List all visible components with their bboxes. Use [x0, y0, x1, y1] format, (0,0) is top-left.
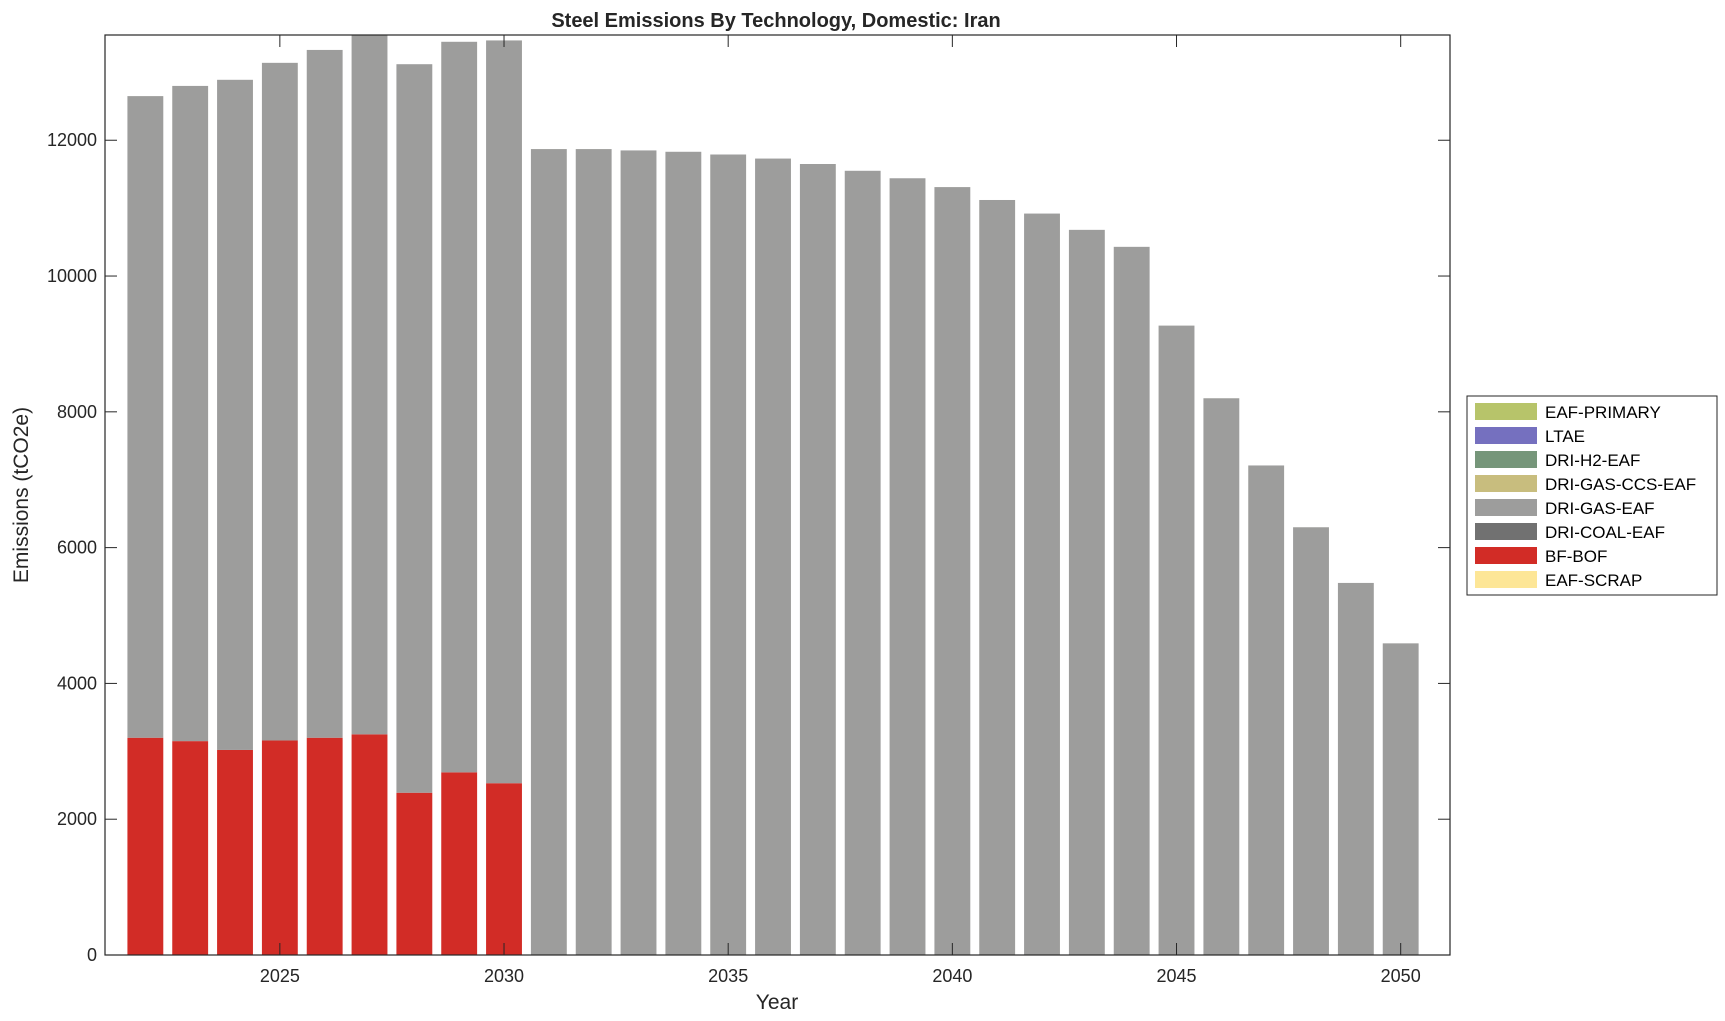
bar-dri-gas-eaf-2026 — [306, 49, 343, 738]
x-tick-label: 2035 — [708, 966, 748, 986]
bar-dri-gas-eaf-2046 — [1203, 398, 1240, 955]
bar-dri-gas-eaf-2031 — [530, 149, 567, 955]
y-tick-label: 8000 — [57, 402, 97, 422]
bar-dri-gas-eaf-2050 — [1382, 643, 1419, 955]
legend-swatch-dri-coal-eaf — [1475, 523, 1537, 540]
y-axis-label: Emissions (tCO2e) — [10, 407, 33, 583]
y-tick-label: 10000 — [47, 266, 97, 286]
legend-swatch-bf-bof — [1475, 547, 1537, 564]
bar-dri-gas-eaf-2024 — [217, 79, 253, 750]
bar-dri-gas-eaf-2030 — [486, 40, 522, 784]
x-tick-label: 2040 — [932, 966, 972, 986]
bar-dri-gas-eaf-2043 — [1068, 229, 1105, 956]
bar-dri-gas-eaf-2035 — [710, 154, 747, 955]
y-tick-label: 12000 — [47, 130, 97, 150]
legend-swatch-eaf-primary — [1475, 403, 1537, 420]
bar-bf-bof-2023 — [172, 741, 209, 955]
bar-dri-gas-eaf-2023 — [172, 85, 209, 742]
y-tick-label: 0 — [87, 945, 97, 965]
bar-bf-bof-2027 — [351, 734, 388, 955]
y-tick-label: 4000 — [57, 673, 97, 693]
legend-label-dri-coal-eaf: DRI-COAL-EAF — [1545, 523, 1665, 542]
y-tick-label: 6000 — [57, 538, 97, 558]
bar-dri-gas-eaf-2022 — [127, 96, 164, 738]
bar-dri-gas-eaf-2036 — [755, 158, 791, 955]
bar-bf-bof-2030 — [486, 783, 522, 955]
ticks-layer: 2025 2030 2035 2040 2045 2050 0 2000 4000 6000 800… — [47, 35, 1450, 986]
legend-label-ltae: LTAE — [1545, 427, 1585, 446]
bar-dri-gas-eaf-2045 — [1158, 325, 1195, 956]
bar-dri-gas-eaf-2039 — [889, 178, 926, 955]
bar-dri-gas-eaf-2033 — [620, 150, 657, 956]
bar-dri-gas-eaf-2027 — [351, 35, 388, 735]
bar-bf-bof-2025 — [261, 740, 298, 955]
x-tick-label: 2025 — [260, 966, 300, 986]
legend-label-bf-bof: BF-BOF — [1545, 547, 1607, 566]
bar-dri-gas-eaf-2048 — [1293, 527, 1329, 955]
legend-label-eaf-scrap: EAF-SCRAP — [1545, 571, 1642, 590]
bar-dri-gas-eaf-2025 — [261, 62, 298, 741]
bar-dri-gas-eaf-2042 — [1024, 213, 1060, 955]
x-axis-label: Year — [756, 991, 798, 1014]
legend-swatch-dri-h2-eaf — [1475, 451, 1537, 468]
bar-dri-gas-eaf-2041 — [979, 199, 1016, 956]
legend[interactable]: EAF-PRIMARY LTAE DRI-H2-EAF DRI-GAS-CCS-EAF… — [1466, 395, 1718, 596]
bar-dri-gas-eaf-2044 — [1113, 246, 1150, 956]
bar-dri-gas-eaf-2028 — [396, 64, 433, 793]
chart-title: Steel Emissions By Technology, Domestic:… — [551, 10, 1000, 32]
bar-bf-bof-2022 — [127, 737, 164, 955]
bar-dri-gas-eaf-2049 — [1337, 582, 1374, 955]
bar-bf-bof-2024 — [217, 749, 253, 955]
x-tick-label: 2045 — [1156, 966, 1196, 986]
bar-dri-gas-eaf-2038 — [844, 170, 881, 956]
x-tick-label: 2030 — [484, 966, 524, 986]
legend-swatch-dri-gas-eaf — [1475, 499, 1537, 516]
legend-swatch-dri-gas-ccs-eaf — [1475, 475, 1537, 492]
legend-label-dri-gas-eaf: DRI-GAS-EAF — [1545, 499, 1655, 518]
bars-layer — [127, 35, 1419, 956]
bar-dri-gas-eaf-2029 — [441, 41, 478, 773]
legend-swatch-ltae — [1475, 427, 1537, 444]
plot-frame — [104, 34, 1451, 956]
legend-label-dri-h2-eaf: DRI-H2-EAF — [1545, 451, 1640, 470]
bar-bf-bof-2028 — [396, 792, 433, 955]
x-tick-label: 2050 — [1381, 966, 1421, 986]
y-tick-label: 2000 — [57, 809, 97, 829]
bar-dri-gas-eaf-2032 — [575, 149, 612, 955]
legend-swatch-eaf-scrap — [1475, 571, 1537, 588]
bar-dri-gas-eaf-2040 — [934, 187, 971, 956]
bar-dri-gas-eaf-2037 — [799, 164, 836, 955]
legend-items: EAF-PRIMARY LTAE DRI-H2-EAF DRI-GAS-CCS-EAF… — [1475, 403, 1696, 590]
legend-label-dri-gas-ccs-eaf: DRI-GAS-CCS-EAF — [1545, 475, 1696, 494]
bar-bf-bof-2029 — [441, 772, 478, 955]
legend-label-eaf-primary: EAF-PRIMARY — [1545, 403, 1661, 422]
bar-dri-gas-eaf-2034 — [665, 151, 702, 955]
bar-dri-gas-eaf-2047 — [1248, 465, 1285, 955]
bar-bf-bof-2026 — [306, 737, 343, 955]
